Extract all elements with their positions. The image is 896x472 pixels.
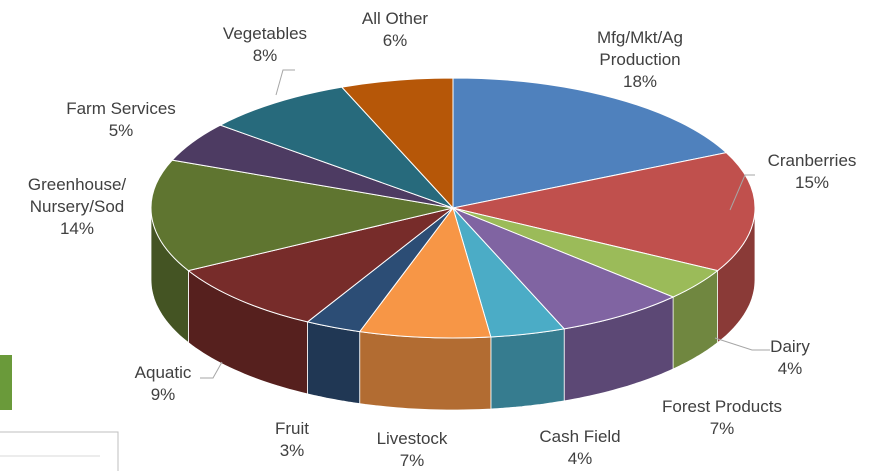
slice-label: Mfg/Mkt/Ag Production 18% (597, 27, 683, 93)
value-label: 4% (567, 449, 593, 468)
category-label: Farm Services (66, 99, 176, 118)
slice-side (359, 331, 492, 411)
value-label: 5% (108, 121, 134, 140)
category-label: Vegetables (222, 24, 308, 43)
slice-label: Fruit 3% (275, 418, 309, 462)
category-label: Mfg/Mkt/Ag Production (597, 28, 683, 69)
value-label: 6% (382, 31, 408, 50)
decor-bar (0, 355, 12, 410)
category-label: Cash Field (539, 427, 621, 446)
leader-line (729, 174, 755, 211)
slice (452, 152, 756, 272)
slice-label: Livestock 7% (377, 428, 448, 472)
leader-lines (200, 69, 770, 379)
slice-label: Aquatic 9% (135, 362, 192, 406)
pie-tops (150, 77, 756, 339)
slice-label: Vegetables 8% (223, 23, 307, 67)
slice (187, 207, 454, 323)
slice-label: Farm Services 5% (66, 98, 176, 142)
slice-label: Cash Field 4% (539, 426, 620, 470)
value-label: 8% (252, 46, 278, 65)
category-label: Forest Products (662, 397, 782, 416)
slice (452, 77, 728, 209)
category-label: Aquatic (134, 363, 192, 382)
value-label: 3% (279, 441, 305, 460)
slice-side (307, 321, 361, 405)
slice (150, 159, 454, 272)
leader-line (200, 361, 223, 379)
leader-line (714, 337, 770, 351)
slice-label: Cranberries 15% (768, 150, 857, 194)
category-label: Greenhouse/ Nursery/Sod (27, 175, 127, 216)
value-label: 15% (794, 173, 830, 192)
slice (452, 207, 675, 330)
slice-label: All Other 6% (362, 8, 428, 52)
value-label: 7% (399, 451, 425, 470)
slice-label: Forest Products 7% (662, 396, 782, 440)
category-label: Fruit (275, 419, 309, 438)
pie-sides (150, 207, 756, 411)
value-label: 9% (150, 385, 176, 404)
slice (340, 77, 454, 210)
category-label: Dairy (770, 337, 810, 356)
category-label: Livestock (376, 429, 448, 448)
slice-label: Dairy 4% (770, 336, 810, 380)
category-label: All Other (361, 9, 429, 28)
value-label: 7% (709, 419, 735, 438)
category-label: Cranberries (767, 151, 857, 170)
value-label: 18% (622, 72, 658, 91)
leader-line (275, 69, 295, 96)
decor-box (0, 431, 119, 471)
slice-label: Greenhouse/ Nursery/Sod 14% (28, 174, 126, 240)
value-label: 4% (777, 359, 803, 378)
slice (219, 86, 454, 209)
slice-side (490, 328, 565, 410)
value-label: 14% (59, 219, 95, 238)
slice (358, 206, 492, 339)
